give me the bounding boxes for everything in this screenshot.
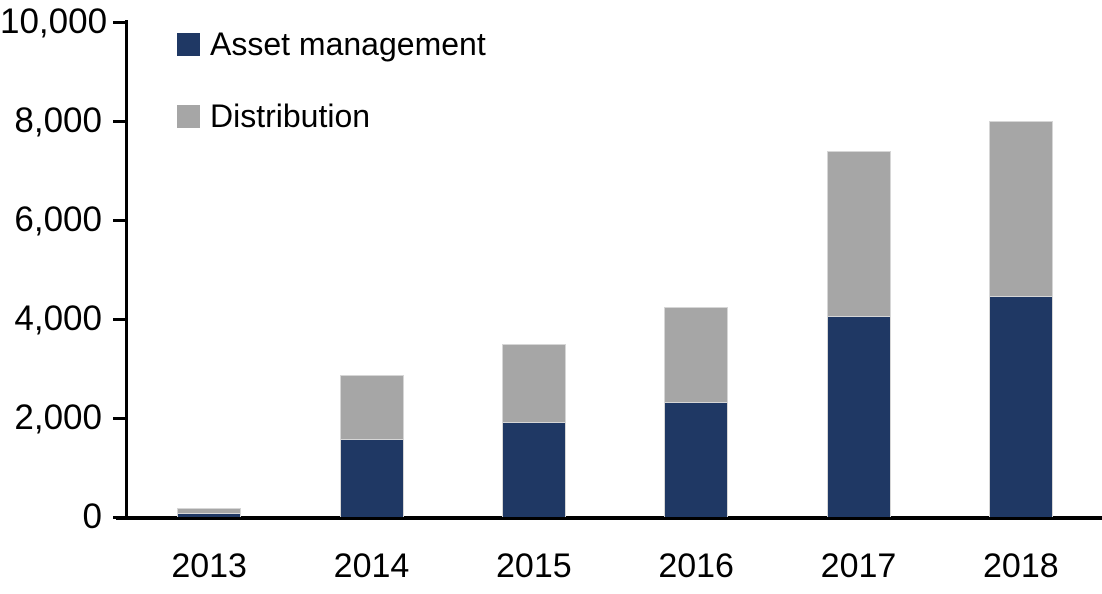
bar-2018-distribution <box>988 121 1053 298</box>
bar-2017-distribution <box>826 150 891 317</box>
y-tick-label-10000: 10,000 <box>0 2 108 41</box>
legend-label-distribution: Distribution <box>210 98 371 134</box>
bar-2016-asset-management <box>664 403 729 517</box>
bar-2014-asset-management <box>339 440 404 517</box>
y-tick-label-2000: 2,000 <box>14 398 102 437</box>
bar-2015-asset-management <box>501 422 566 517</box>
x-tick-label-2018: 2018 <box>983 547 1059 585</box>
y-tick-0 <box>113 515 126 519</box>
y-tick-label-4000: 4,000 <box>14 299 102 338</box>
bar-2018-asset-management <box>988 297 1053 517</box>
y-axis-line <box>125 20 128 518</box>
x-tick-label-2013: 2013 <box>171 547 247 585</box>
legend-item-distribution: Distribution <box>177 100 370 132</box>
legend-swatch-asset-management-icon <box>177 32 200 56</box>
y-tick-2000 <box>113 416 126 420</box>
y-tick-label-0: 0 <box>82 497 102 536</box>
bar-2014-distribution <box>339 375 404 441</box>
y-tick-10000 <box>113 20 126 24</box>
x-tick-label-2017: 2017 <box>820 547 897 585</box>
y-tick-8000 <box>113 119 126 123</box>
bar-2013-asset-management <box>177 513 242 517</box>
bar-2013-distribution <box>177 508 242 514</box>
x-tick-label-2014: 2014 <box>333 547 410 585</box>
x-tick-label-2016: 2016 <box>658 547 734 585</box>
y-tick-label-6000: 6,000 <box>14 200 102 239</box>
bar-2015-distribution <box>501 343 566 423</box>
y-tick-4000 <box>113 317 126 321</box>
bar-2016-distribution <box>664 306 729 404</box>
y-tick-6000 <box>113 218 126 222</box>
y-tick-label-8000: 8,000 <box>14 101 102 140</box>
x-tick-label-2015: 2015 <box>496 547 572 585</box>
legend-label-asset-management: Asset management <box>210 26 486 62</box>
legend-swatch-distribution-icon <box>177 104 200 128</box>
legend-item-asset-management: Asset management <box>177 28 486 60</box>
x-axis-line <box>116 516 1102 520</box>
bar-2017-asset-management <box>826 316 891 517</box>
